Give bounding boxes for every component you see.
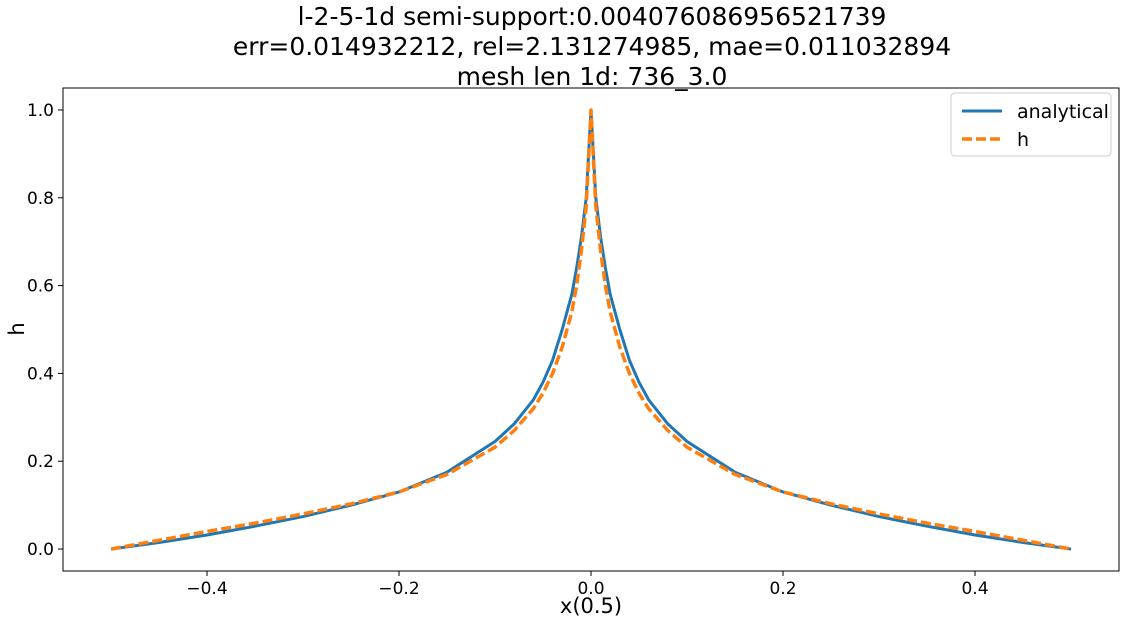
x-axis-ticks: −0.4 −0.2 0.0 0.2 0.4 xyxy=(186,571,989,599)
series-line-h xyxy=(110,108,1072,551)
y-tick-label: 0.0 xyxy=(27,540,54,560)
legend-label-analytical: analytical xyxy=(1017,101,1109,123)
x-tick-label: −0.4 xyxy=(186,579,227,599)
y-tick-label: 0.2 xyxy=(27,452,54,472)
series-lines xyxy=(110,108,1072,551)
series-line-analytical xyxy=(110,108,1072,551)
x-tick-label: −0.2 xyxy=(378,579,419,599)
y-tick-label: 0.8 xyxy=(27,189,54,209)
x-tick-label: 0.4 xyxy=(961,579,988,599)
x-tick-label: 0.0 xyxy=(577,579,604,599)
x-axis-label: x(0.5) xyxy=(560,594,622,618)
legend: analytical h xyxy=(950,92,1112,157)
legend-label-h: h xyxy=(1017,129,1029,151)
plot-area xyxy=(62,87,1120,572)
x-tick-label: 0.2 xyxy=(769,579,796,599)
title-line-1: l-2-5-1d semi-support:0.0040760869565217… xyxy=(298,2,887,31)
plot-frame xyxy=(62,87,1120,572)
y-axis-ticks: 0.0 0.2 0.4 0.6 0.8 1.0 xyxy=(27,101,63,560)
chart-title: l-2-5-1d semi-support:0.0040760869565217… xyxy=(233,2,951,91)
title-line-3: mesh len 1d: 736_3.0 xyxy=(457,62,728,91)
y-tick-label: 0.4 xyxy=(27,364,54,384)
title-line-2: err=0.014932212, rel=2.131274985, mae=0.… xyxy=(233,32,951,61)
y-tick-label: 1.0 xyxy=(27,101,54,121)
y-tick-label: 0.6 xyxy=(27,277,54,297)
y-axis-label: h xyxy=(5,322,29,335)
